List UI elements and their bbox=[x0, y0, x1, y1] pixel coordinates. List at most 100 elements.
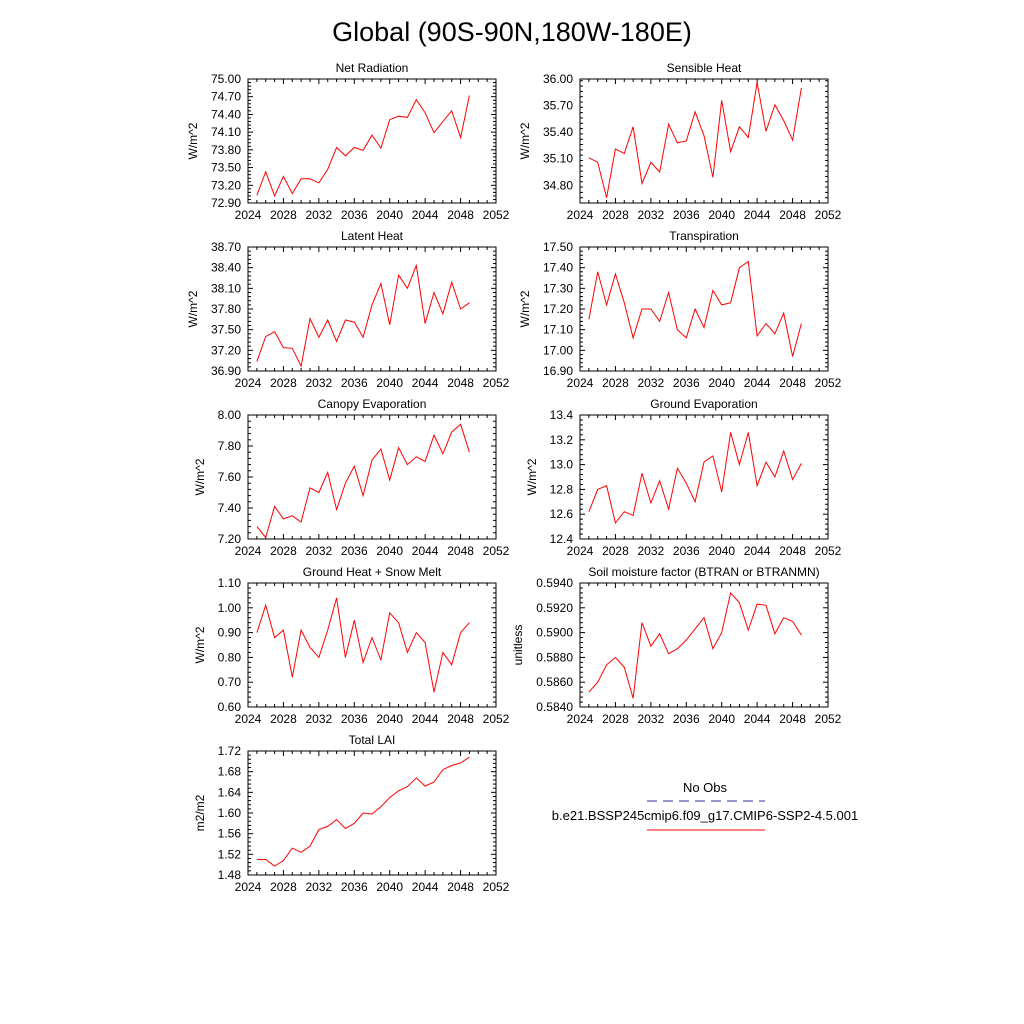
net-radiation-ytick-label: 72.90 bbox=[211, 196, 241, 210]
soil-moisture-factor-btran-or-btranmn-xtick-label: 2032 bbox=[638, 712, 665, 726]
latent-heat-ytick-label: 37.50 bbox=[211, 323, 241, 337]
sensible-heat-frame bbox=[579, 78, 829, 204]
total-lai-ytick-label: 1.68 bbox=[218, 765, 242, 779]
soil-moisture-factor-btran-or-btranmn-ytick-label: 0.5860 bbox=[536, 675, 573, 689]
latent-heat-ylabel: W/m^2 bbox=[186, 290, 200, 327]
soil-moisture-factor-btran-or-btranmn-xtick-label: 2052 bbox=[815, 712, 842, 726]
ground-evaporation-xtick-label: 2044 bbox=[744, 544, 771, 558]
ground-heat-snow-melt-frame bbox=[247, 582, 497, 708]
net-radiation-xtick-label: 2036 bbox=[341, 208, 368, 222]
sensible-heat-series-line bbox=[588, 82, 802, 198]
ground-evaporation-xtick-label: 2028 bbox=[602, 544, 629, 558]
latent-heat-series-line bbox=[256, 263, 470, 368]
canopy-evaporation-xtick-label: 2024 bbox=[235, 544, 262, 558]
canopy-evaporation-ytick-label: 7.20 bbox=[218, 532, 242, 546]
ground-evaporation-xtick-label: 2036 bbox=[673, 544, 700, 558]
ground-heat-snow-melt-ytick-label: 0.60 bbox=[218, 700, 242, 714]
canopy-evaporation-xtick-label: 2044 bbox=[412, 544, 439, 558]
sensible-heat-xtick-label: 2044 bbox=[744, 208, 771, 222]
total-lai-xtick-label: 2044 bbox=[412, 880, 439, 894]
ground-evaporation-ytick-label: 13.0 bbox=[550, 458, 574, 472]
canopy-evaporation-xtick-label: 2048 bbox=[447, 544, 474, 558]
net-radiation-xtick-label: 2028 bbox=[270, 208, 297, 222]
canopy-evaporation-ytick-label: 8.00 bbox=[218, 408, 242, 422]
canopy-evaporation-frame bbox=[247, 414, 497, 540]
panel-net-radiation: Net Radiation 2024 2028 2032 2036 2040 2044 204… bbox=[186, 61, 510, 222]
panel-latent-heat: Latent Heat 2024 2028 2032 2036 2040 2044 2048 2… bbox=[186, 229, 510, 390]
soil-moisture-factor-btran-or-btranmn-ylabel: unitless bbox=[511, 625, 525, 666]
sensible-heat-title: Sensible Heat bbox=[667, 61, 742, 75]
latent-heat-ytick-label: 38.40 bbox=[211, 261, 241, 275]
transpiration-ytick-label: 17.50 bbox=[543, 240, 573, 254]
transpiration-title: Transpiration bbox=[669, 229, 739, 243]
panel-ground-heat-snow-melt: Ground Heat + Snow Melt 2024 2028 2032 2036 2… bbox=[193, 565, 510, 726]
ground-heat-snow-melt-ytick-label: 1.00 bbox=[218, 601, 242, 615]
ground-evaporation-ytick-label: 12.4 bbox=[550, 532, 574, 546]
net-radiation-xtick-label: 2044 bbox=[412, 208, 439, 222]
ground-heat-snow-melt-title: Ground Heat + Snow Melt bbox=[303, 565, 442, 579]
net-radiation-xtick-label: 2048 bbox=[447, 208, 474, 222]
ground-heat-snow-melt-ytick-label: 0.80 bbox=[218, 650, 242, 664]
panel-grid: Net Radiation 2024 2028 2032 2036 2040 2044 204… bbox=[186, 61, 842, 894]
total-lai-xtick-label: 2024 bbox=[235, 880, 262, 894]
sensible-heat-xtick-label: 2040 bbox=[708, 208, 735, 222]
ground-evaporation-ytick-label: 13.4 bbox=[550, 408, 574, 422]
soil-moisture-factor-btran-or-btranmn-ytick-label: 0.5880 bbox=[536, 650, 573, 664]
ground-evaporation-xtick-label: 2032 bbox=[638, 544, 665, 558]
figure-title: Global (90S-90N,180W-180E) bbox=[332, 17, 692, 47]
transpiration-ytick-label: 17.00 bbox=[543, 343, 573, 357]
total-lai-xtick-label: 2040 bbox=[376, 880, 403, 894]
canopy-evaporation-title: Canopy Evaporation bbox=[318, 397, 427, 411]
legend-model-label: b.e21.BSSP245cmip6.f09_g17.CMIP6-SSP2-4.… bbox=[552, 808, 858, 823]
net-radiation-xtick-label: 2032 bbox=[306, 208, 333, 222]
canopy-evaporation-xtick-label: 2040 bbox=[376, 544, 403, 558]
transpiration-ytick-label: 17.40 bbox=[543, 261, 573, 275]
soil-moisture-factor-btran-or-btranmn-ytick-label: 0.5920 bbox=[536, 601, 573, 615]
ground-heat-snow-melt-xtick-label: 2048 bbox=[447, 712, 474, 726]
sensible-heat-xtick-label: 2052 bbox=[815, 208, 842, 222]
canopy-evaporation-ytick-label: 7.60 bbox=[218, 470, 242, 484]
ground-heat-snow-melt-ylabel: W/m^2 bbox=[193, 626, 207, 663]
total-lai-xtick-label: 2036 bbox=[341, 880, 368, 894]
total-lai-ytick-label: 1.64 bbox=[218, 785, 242, 799]
ground-heat-snow-melt-ytick-label: 1.10 bbox=[218, 576, 242, 590]
panel-canopy-evaporation: Canopy Evaporation 2024 2028 2032 2036 2040 20… bbox=[193, 397, 510, 558]
soil-moisture-factor-btran-or-btranmn-xtick-label: 2024 bbox=[567, 712, 594, 726]
total-lai-ytick-label: 1.48 bbox=[218, 868, 242, 882]
sensible-heat-ytick-label: 35.40 bbox=[543, 125, 573, 139]
latent-heat-xtick-label: 2036 bbox=[341, 376, 368, 390]
ground-evaporation-title: Ground Evaporation bbox=[650, 397, 757, 411]
total-lai-xtick-label: 2032 bbox=[306, 880, 333, 894]
net-radiation-ytick-label: 74.40 bbox=[211, 107, 241, 121]
ground-heat-snow-melt-ytick-label: 0.90 bbox=[218, 626, 242, 640]
total-lai-ytick-label: 1.60 bbox=[218, 806, 242, 820]
net-radiation-ytick-label: 75.00 bbox=[211, 72, 241, 86]
latent-heat-xtick-label: 2028 bbox=[270, 376, 297, 390]
latent-heat-ytick-label: 37.80 bbox=[211, 302, 241, 316]
canopy-evaporation-ytick-label: 7.40 bbox=[218, 501, 242, 515]
soil-moisture-factor-btran-or-btranmn-frame bbox=[579, 582, 829, 708]
net-radiation-xtick-label: 2040 bbox=[376, 208, 403, 222]
panel-soil-moisture-factor-btran-or-btranmn: Soil moisture factor (BTRAN or BTRANMN) 2… bbox=[511, 565, 841, 726]
soil-moisture-factor-btran-or-btranmn-xtick-label: 2028 bbox=[602, 712, 629, 726]
sensible-heat-ytick-label: 35.70 bbox=[543, 99, 573, 113]
latent-heat-xtick-label: 2044 bbox=[412, 376, 439, 390]
latent-heat-xtick-label: 2040 bbox=[376, 376, 403, 390]
sensible-heat-xtick-label: 2048 bbox=[779, 208, 806, 222]
total-lai-ytick-label: 1.52 bbox=[218, 847, 242, 861]
sensible-heat-ylabel: W/m^2 bbox=[518, 122, 532, 159]
ground-evaporation-xtick-label: 2040 bbox=[708, 544, 735, 558]
net-radiation-ytick-label: 74.10 bbox=[211, 125, 241, 139]
ground-heat-snow-melt-ytick-label: 0.70 bbox=[218, 675, 242, 689]
transpiration-ytick-label: 17.30 bbox=[543, 281, 573, 295]
net-radiation-ytick-label: 73.20 bbox=[211, 178, 241, 192]
net-radiation-ylabel: W/m^2 bbox=[186, 122, 200, 159]
ground-evaporation-xtick-label: 2052 bbox=[815, 544, 842, 558]
panel-total-lai: Total LAI 2024 2028 2032 2036 2040 2044 2048 205… bbox=[193, 733, 510, 894]
ground-heat-snow-melt-xtick-label: 2028 bbox=[270, 712, 297, 726]
sensible-heat-ytick-label: 36.00 bbox=[543, 72, 573, 86]
ground-heat-snow-melt-xtick-label: 2040 bbox=[376, 712, 403, 726]
ground-evaporation-series-line bbox=[588, 432, 802, 525]
